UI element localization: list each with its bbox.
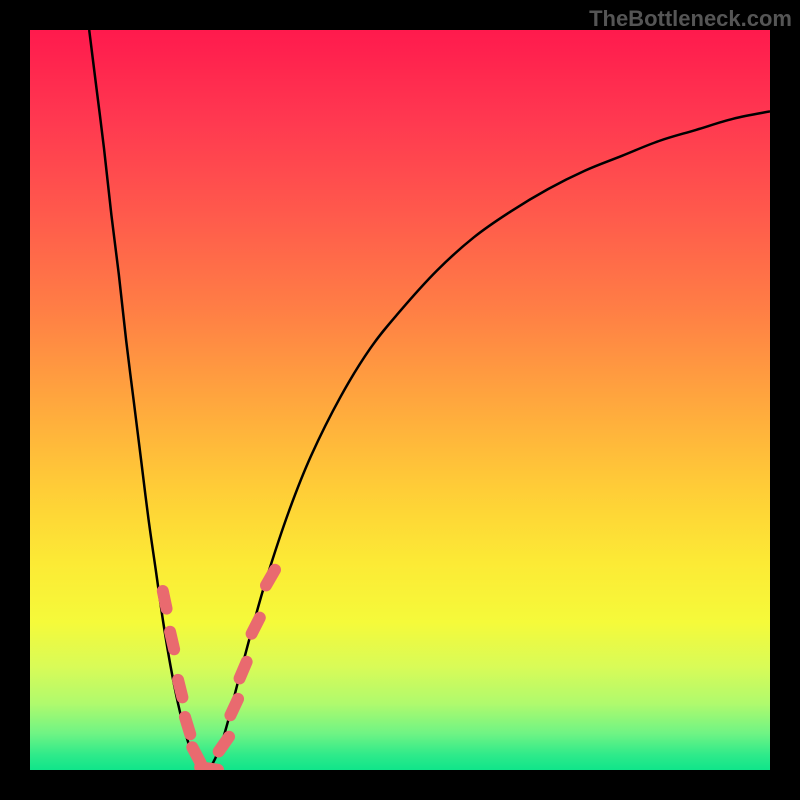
watermark-text: TheBottleneck.com xyxy=(589,6,792,32)
chart-svg xyxy=(0,0,800,800)
chart-root: TheBottleneck.com xyxy=(0,0,800,800)
